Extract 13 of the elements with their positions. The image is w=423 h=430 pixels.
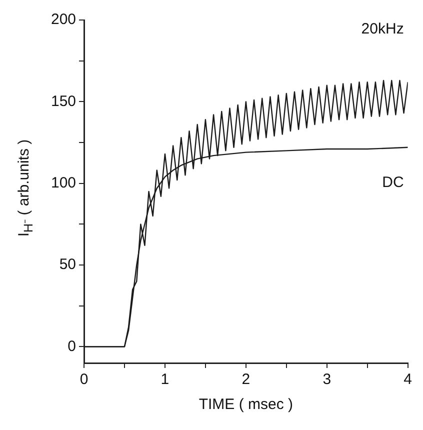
x-tick-label: 1 [160,371,170,388]
x-tick-label: 4 [404,371,412,388]
y-tick-label: 200 [50,11,76,28]
y-tick-label: 0 [68,338,76,355]
y-tick-label: 100 [50,174,76,192]
x-axis-title: TIME ( msec ) [198,396,294,414]
text: 20kHz [361,20,404,38]
series-label: DC [382,174,404,192]
x-tick-label: 2 [242,371,250,388]
x-tick-label: 3 [322,371,332,388]
x-tick-label: 0 [80,371,88,388]
y-tick-label: 50 [59,256,76,274]
y-tick-label: 150 [50,92,76,110]
